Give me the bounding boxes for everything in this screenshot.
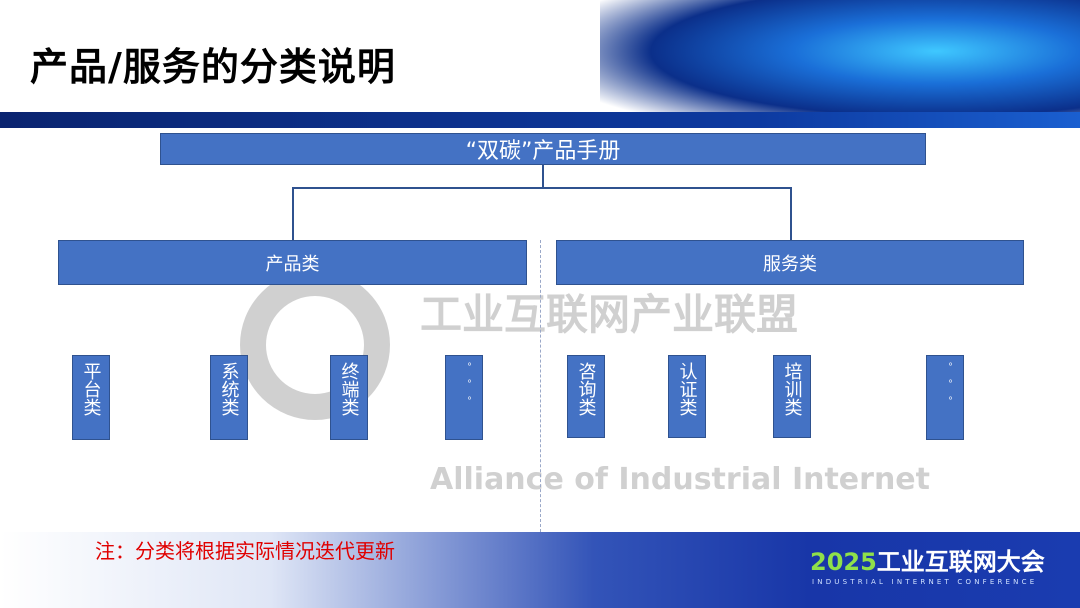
item-node: 系统类 [210, 355, 248, 440]
connector [292, 187, 294, 240]
header-decoration-image [600, 0, 1080, 128]
item-label: 。。。 [940, 362, 951, 418]
conference-logo: 2025工业互联网大会 [810, 548, 1045, 576]
item-node: 平台类 [72, 355, 110, 440]
note: 注：分类将根据实际情况迭代更新 [95, 539, 395, 563]
logo-year: 2025 [810, 548, 877, 576]
item-label: 终端类 [338, 362, 360, 416]
item-node: 认证类 [668, 355, 706, 438]
footer-band [0, 532, 1080, 608]
watermark-en: Alliance of Industrial Internet [430, 462, 930, 497]
divider [540, 240, 541, 532]
item-label: 。。。 [459, 362, 470, 418]
category-products: 产品类 [58, 240, 527, 285]
item-label: 系统类 [218, 362, 240, 416]
item-node: 咨询类 [567, 355, 605, 438]
category-services: 服务类 [556, 240, 1024, 285]
item-node: 培训类 [773, 355, 811, 438]
item-label: 培训类 [781, 362, 803, 416]
root-node: “双碳”产品手册 [160, 133, 926, 165]
item-node: 终端类 [330, 355, 368, 440]
watermark-cn: 工业互联网产业联盟 [420, 290, 799, 339]
item-node: 。。。 [926, 355, 964, 440]
logo-name: 工业互联网大会 [876, 548, 1045, 576]
logo-subtitle: INDUSTRIAL INTERNET CONFERENCE [812, 578, 1038, 586]
item-label: 认证类 [676, 362, 698, 416]
item-node: 。。。 [445, 355, 483, 440]
header-band [0, 112, 1080, 128]
item-label: 平台类 [80, 362, 102, 416]
connector [542, 165, 544, 188]
page-title: 产品/服务的分类说明 [30, 45, 396, 89]
connector [790, 187, 792, 240]
connector [292, 187, 792, 189]
item-label: 咨询类 [575, 362, 597, 416]
